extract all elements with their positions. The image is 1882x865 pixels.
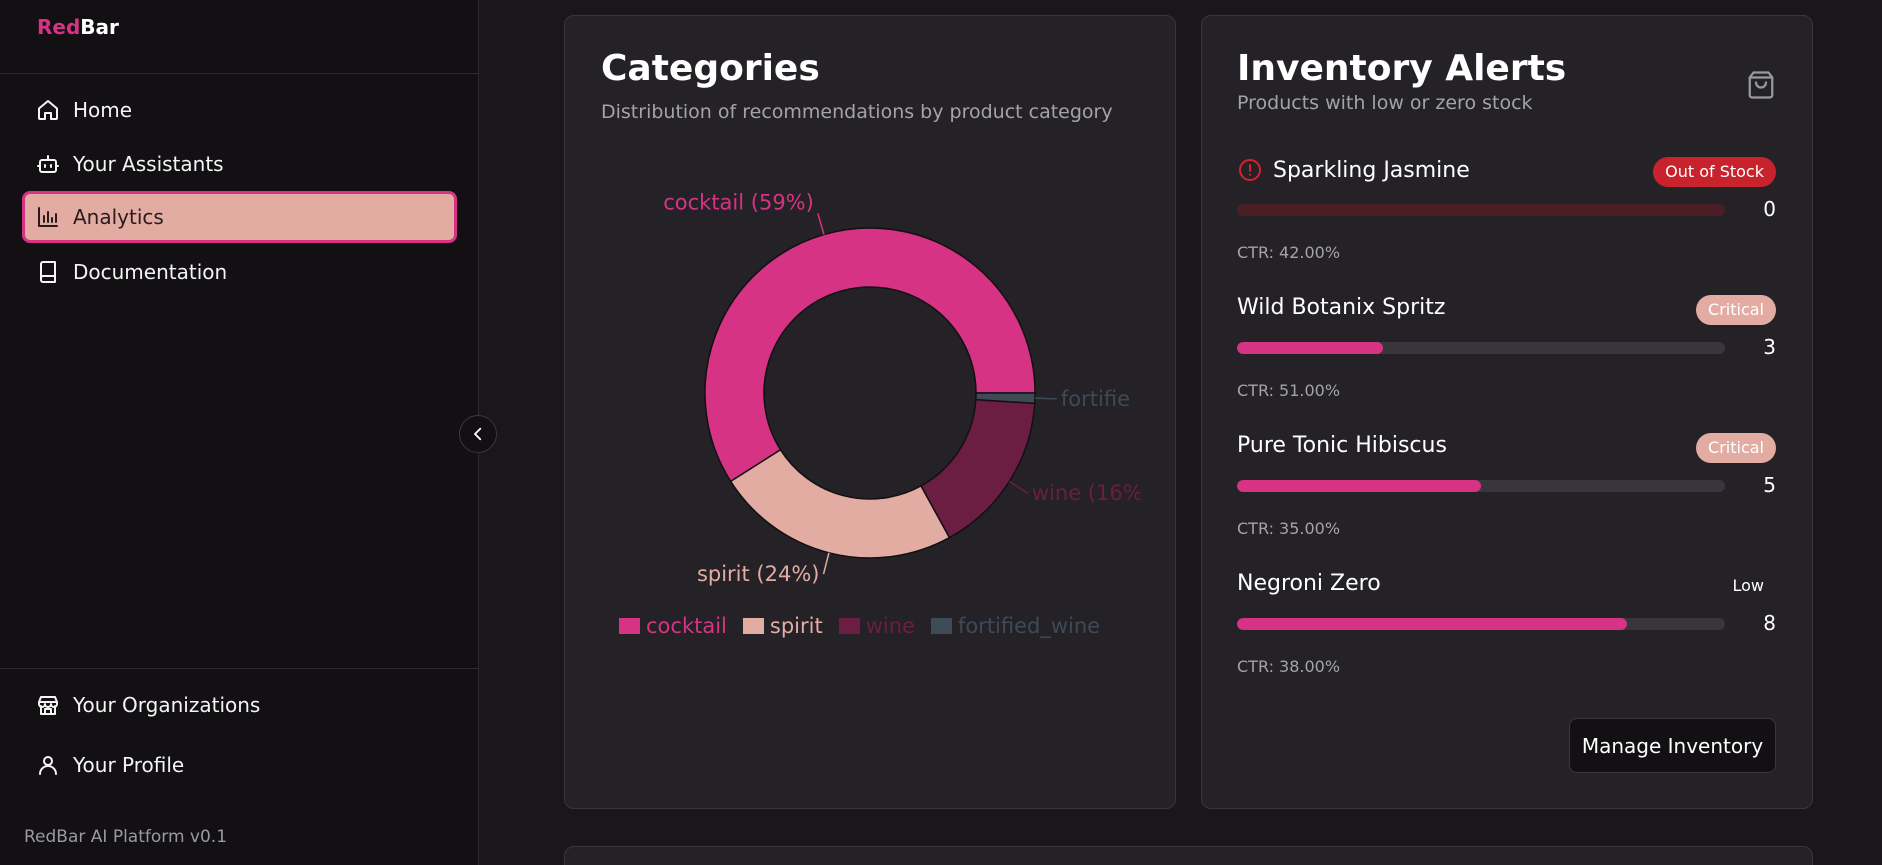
version-label: RedBar AI Platform v0.1 [24, 827, 228, 847]
slice-label-line [822, 552, 830, 575]
stock-level-fill [1237, 618, 1628, 630]
stock-level-bar [1237, 204, 1725, 216]
card-subtitle: Distribution of recommendations by produ… [601, 101, 1113, 123]
slice-label-line [817, 213, 825, 235]
status-badge: Out of Stock [1653, 157, 1776, 187]
bar-chart-icon [35, 204, 61, 230]
manage-inventory-button[interactable]: Manage Inventory [1569, 718, 1776, 773]
ctr-label: CTR: 35.00% [1237, 519, 1341, 538]
legend-item-fortified-wine[interactable]: fortified_wine [930, 614, 1101, 638]
slice-label-line [1034, 397, 1057, 400]
stock-level-bar [1237, 480, 1725, 492]
legend-swatch [742, 618, 764, 634]
user-icon [35, 752, 61, 778]
inventory-item-name: Negroni Zero [1237, 571, 1381, 596]
inventory-item-name: Sparkling Jasmine [1237, 157, 1470, 183]
divider [0, 668, 479, 669]
pie-slice-fortified-wine[interactable] [974, 392, 1036, 405]
stock-quantity: 5 [1763, 473, 1776, 497]
divider [0, 73, 479, 74]
brand-logo[interactable]: RedBar [37, 15, 119, 39]
slice-label: cocktail (59%) [663, 190, 814, 214]
categories-card [564, 15, 1176, 809]
book-icon [35, 259, 61, 285]
inventory-item-label: Sparkling Jasmine [1273, 157, 1470, 183]
stock-quantity: 8 [1763, 611, 1776, 635]
sidebar-item-label: Your Organizations [73, 693, 261, 717]
inventory-item-label: Negroni Zero [1237, 571, 1381, 596]
sidebar-item-analytics[interactable]: Analytics [22, 191, 457, 243]
stock-level-fill [1237, 342, 1384, 354]
slice-label-line [1008, 480, 1029, 494]
card-title: Categories [601, 48, 820, 89]
status-badge: Low [1732, 576, 1764, 595]
status-badge: Critical [1696, 433, 1776, 463]
home-icon [35, 97, 61, 123]
collapse-sidebar-button[interactable] [459, 415, 497, 453]
legend-swatch [838, 618, 860, 634]
inventory-item-name: Wild Botanix Spritz [1237, 295, 1445, 320]
store-icon [35, 692, 61, 718]
shopping-bag-icon[interactable] [1746, 69, 1776, 101]
pie-slice-spirit[interactable] [729, 448, 951, 559]
legend-swatch [619, 618, 640, 634]
sidebar-item-home[interactable]: Home [22, 84, 457, 136]
sidebar-item-label: Home [73, 98, 133, 122]
status-badge: Critical [1696, 295, 1776, 325]
ctr-label: CTR: 51.00% [1237, 381, 1341, 400]
sidebar-item-label: Documentation [73, 260, 228, 284]
legend-item-spirit[interactable]: spirit [742, 614, 823, 638]
sidebar-item-label: Analytics [73, 205, 164, 229]
card-title: Inventory Alerts [1237, 48, 1567, 89]
sidebar: RedBar Home Your Assistants Analytics Do… [0, 0, 479, 865]
legend-label: wine [865, 614, 915, 638]
stock-level-bar [1237, 342, 1725, 354]
legend-swatch [930, 618, 952, 634]
inventory-alerts-card [1201, 15, 1813, 809]
next-card [564, 846, 1813, 865]
ctr-label: CTR: 38.00% [1237, 657, 1341, 676]
stock-level-bar [1237, 618, 1725, 630]
sidebar-item-label: Your Assistants [73, 152, 224, 176]
alert-circle-icon [1237, 157, 1263, 183]
stock-quantity: 0 [1763, 197, 1776, 221]
stock-level-fill [1237, 480, 1481, 492]
sidebar-item-assistants[interactable]: Your Assistants [22, 138, 457, 190]
sidebar-item-label: Your Profile [73, 753, 185, 777]
legend-label: fortified_wine [957, 614, 1101, 638]
slice-label: wine (16% [1032, 481, 1140, 505]
donut-chart: cocktail (59%) spirit (24%) wine (16% forti… [663, 190, 1140, 586]
bot-icon [35, 151, 61, 177]
inventory-item-label: Pure Tonic Hibiscus [1237, 433, 1447, 458]
slice-label: fortifie [1061, 387, 1130, 411]
slice-label: spirit (24%) [697, 562, 820, 586]
chevron-left-icon [474, 427, 482, 441]
sidebar-item-profile[interactable]: Your Profile [22, 739, 457, 791]
legend-item-wine[interactable]: wine [838, 614, 915, 638]
ctr-label: CTR: 42.00% [1237, 243, 1341, 262]
stock-quantity: 3 [1763, 335, 1776, 359]
card-subtitle: Products with low or zero stock [1237, 92, 1533, 114]
sidebar-item-organizations[interactable]: Your Organizations [22, 679, 457, 731]
sidebar-item-documentation[interactable]: Documentation [22, 246, 457, 298]
inventory-item-name: Pure Tonic Hibiscus [1237, 433, 1447, 458]
pie-slice-wine[interactable] [920, 398, 1036, 539]
pie-slice-cocktail[interactable] [704, 227, 1036, 483]
legend-label: cocktail [646, 614, 727, 638]
chart-legend: cocktail spirit wine fortified_wine [619, 614, 1116, 638]
inventory-item-label: Wild Botanix Spritz [1237, 295, 1446, 320]
legend-item-cocktail[interactable]: cocktail [619, 614, 727, 638]
legend-label: spirit [769, 614, 823, 638]
